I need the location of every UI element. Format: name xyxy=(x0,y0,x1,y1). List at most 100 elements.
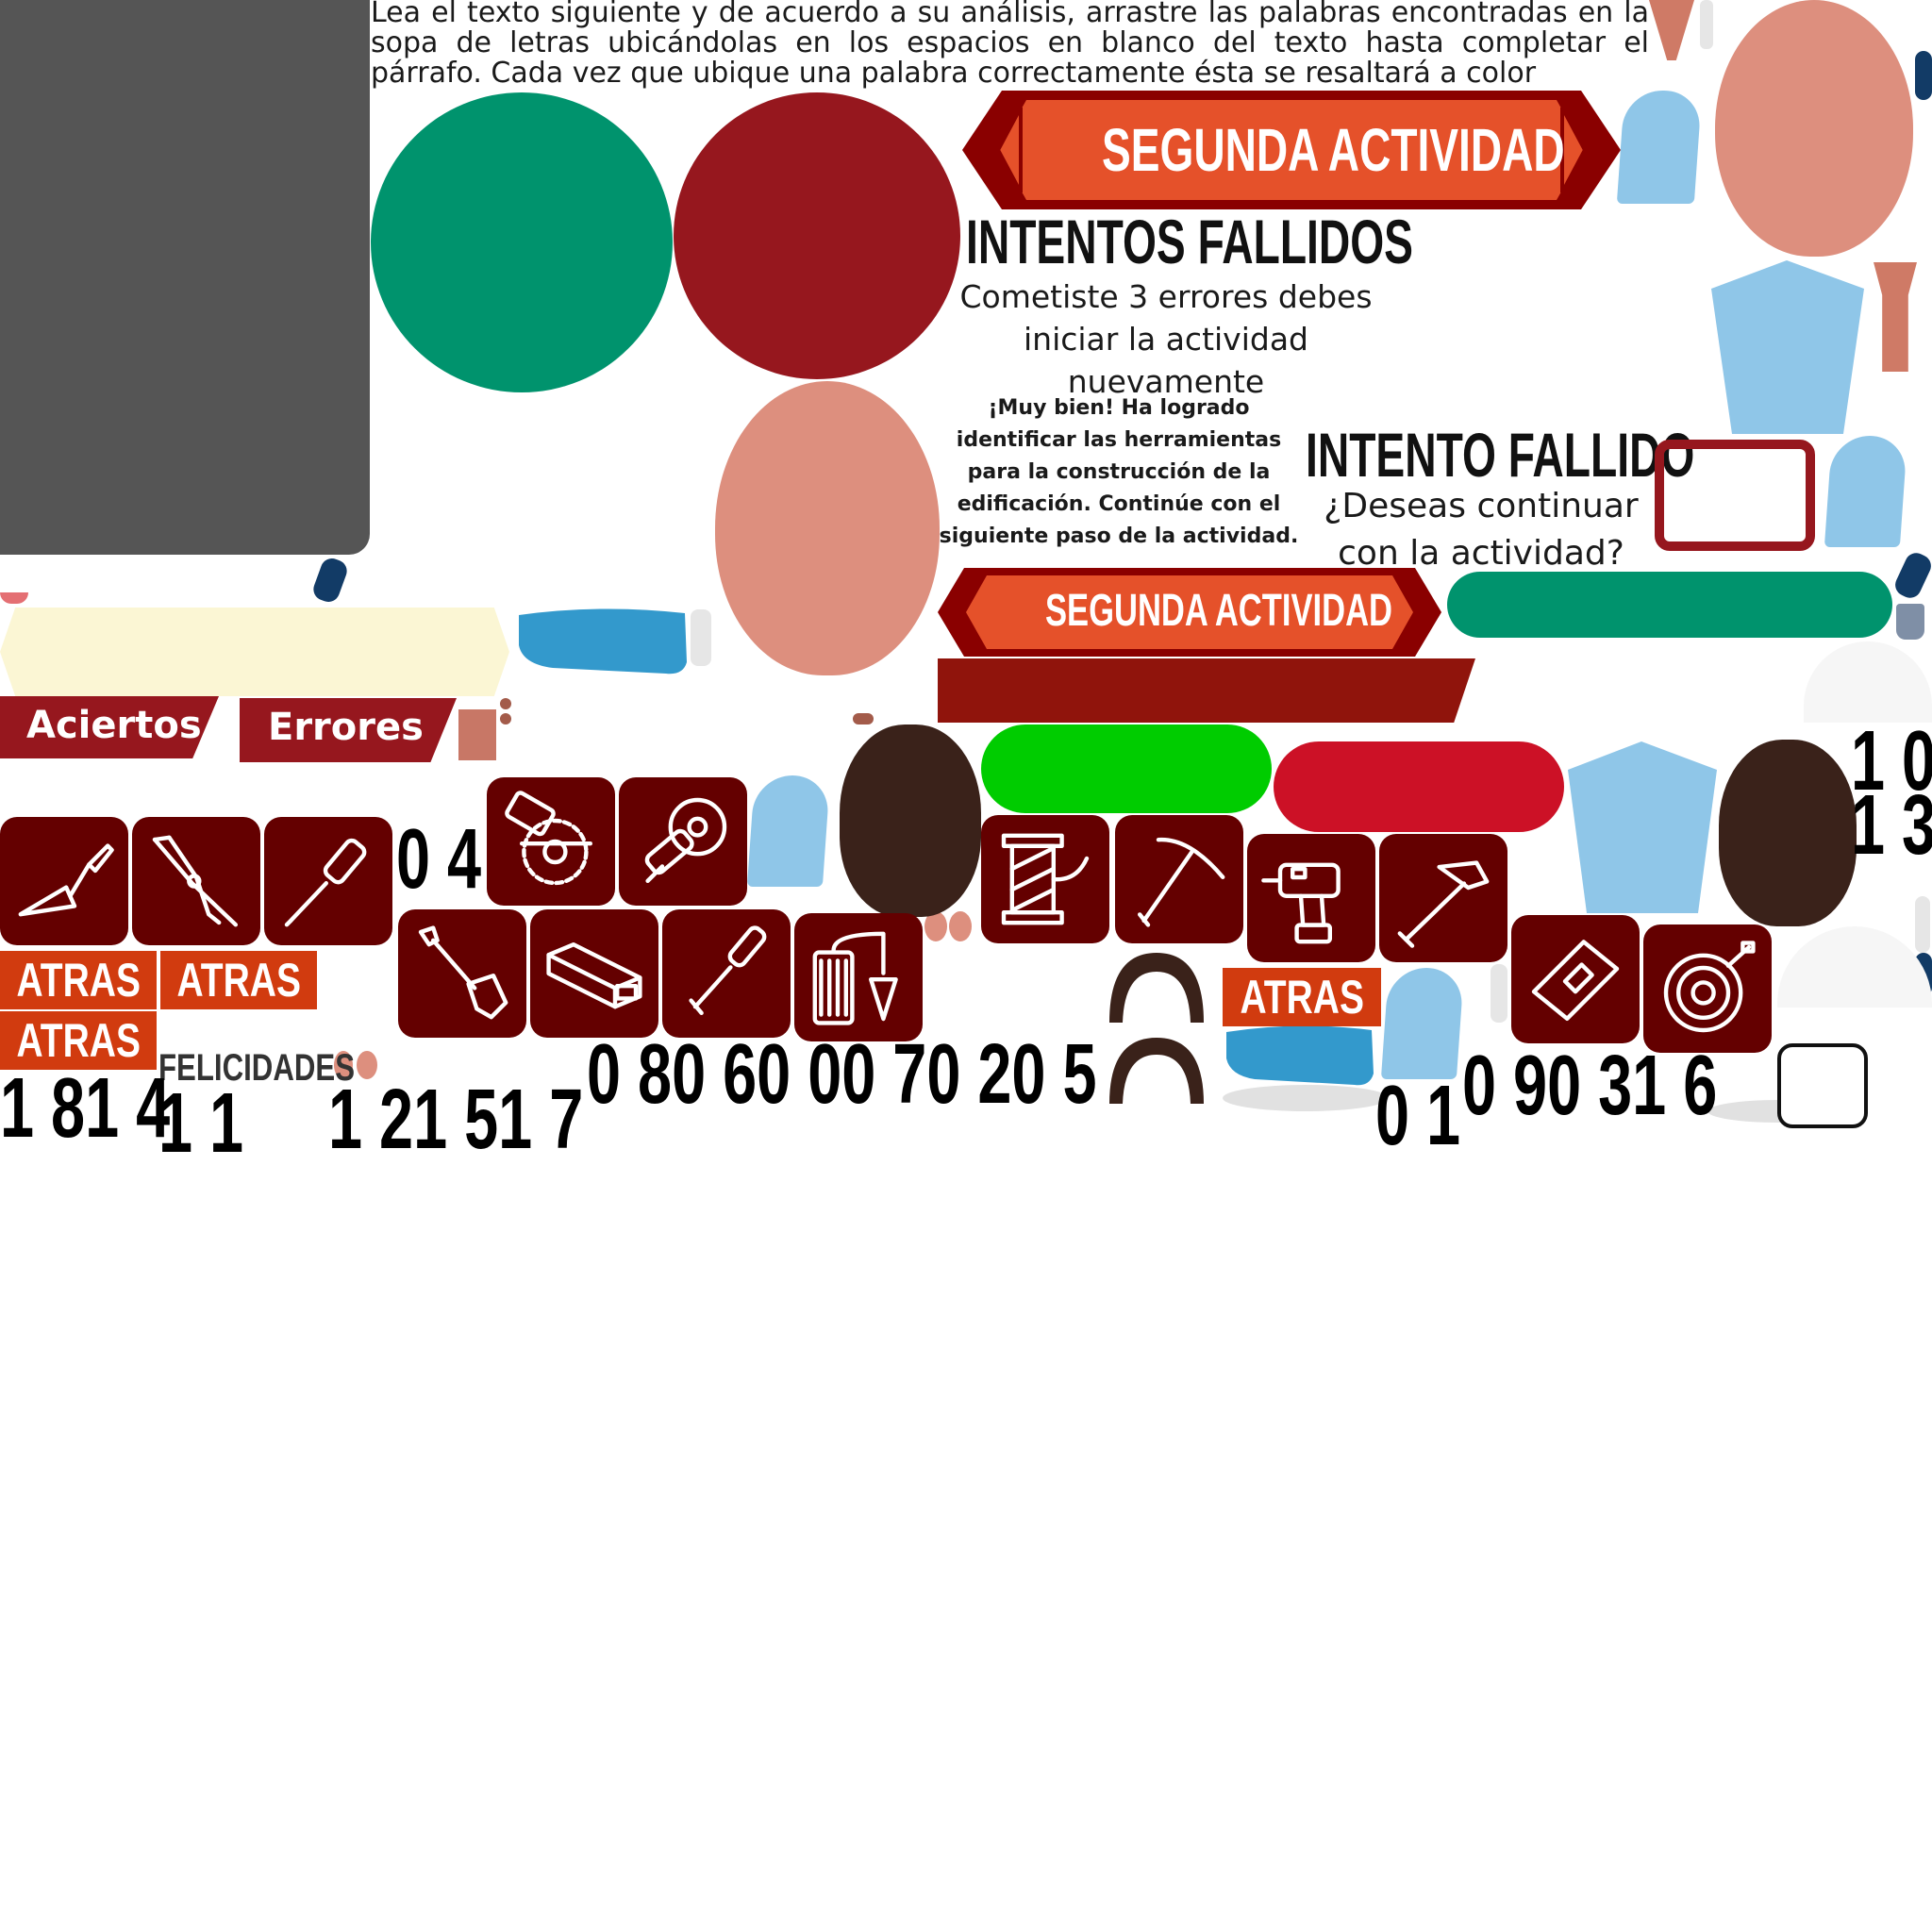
white-rounded-box[interactable] xyxy=(1777,1043,1868,1128)
tie-shape-1 xyxy=(1649,0,1694,60)
tool-tile-hose-reel[interactable] xyxy=(1643,924,1772,1053)
screwdriver-icon xyxy=(284,838,367,927)
teal-circle xyxy=(371,92,673,392)
thread-spool-icon xyxy=(1001,833,1090,925)
number-text-3: 1 81 4 xyxy=(0,1061,171,1156)
afro-hair-1 xyxy=(840,724,981,917)
drill-icon xyxy=(1261,862,1341,944)
hammer-icon xyxy=(1397,860,1490,948)
aciertos-label-bg xyxy=(0,696,219,758)
intentos-message: Cometiste 3 errores debes iniciar la act… xyxy=(959,278,1373,400)
gray-panel xyxy=(0,0,370,555)
shirt-shape-6 xyxy=(1380,968,1465,1079)
number-text-5: 1 21 51 7 xyxy=(328,1073,584,1167)
tool-tile-shovel[interactable] xyxy=(398,909,526,1038)
tool-tile-pickaxe[interactable] xyxy=(1115,815,1243,943)
segunda-banner-large xyxy=(962,91,1621,209)
ear-shape-2 xyxy=(949,911,972,941)
dark-mark-1 xyxy=(1915,51,1932,100)
plumb-bob-icon xyxy=(812,931,898,1025)
chisel-icon xyxy=(689,925,767,1015)
white-shape-3 xyxy=(1491,964,1507,1023)
gray-cup xyxy=(1896,604,1924,640)
face-oval-2 xyxy=(715,381,940,675)
white-shape-2 xyxy=(691,609,711,666)
dark-mark-3 xyxy=(1891,549,1932,602)
trowel-icon xyxy=(18,843,114,917)
tool-tile-thread-spool[interactable] xyxy=(981,815,1109,943)
pickaxe-icon xyxy=(1138,837,1225,927)
tool-tile-drill[interactable] xyxy=(1247,834,1375,962)
dark-mark-2 xyxy=(309,555,351,606)
hair-arc-2 xyxy=(1109,1038,1204,1104)
tool-tile-screwdriver[interactable] xyxy=(264,817,392,945)
crimson-strip xyxy=(938,658,1475,723)
shirt-shape-3 xyxy=(1824,436,1908,547)
shirt-shape-2 xyxy=(1711,260,1864,434)
atras-button-1[interactable]: ATRAS xyxy=(0,951,157,1009)
hose-reel-icon xyxy=(1663,941,1756,1033)
tool-tile-pliers[interactable] xyxy=(132,817,260,945)
shirt-shape-4 xyxy=(746,775,831,887)
tool-tile-hammer[interactable] xyxy=(1379,834,1507,962)
dot-shape-2 xyxy=(500,713,511,724)
number-text-1: 0 4 xyxy=(396,812,482,907)
crimson-circle xyxy=(674,92,960,379)
atras-button-4[interactable]: ATRAS xyxy=(1223,968,1381,1026)
goggles-2 xyxy=(1226,1025,1374,1086)
white-shape-4 xyxy=(1915,896,1930,953)
number-text-9: 1 3 xyxy=(1851,778,1932,873)
afro-hair-2 xyxy=(1719,740,1857,926)
helmet-shape-2 xyxy=(1777,926,1932,1008)
float-icon xyxy=(1531,940,1620,1021)
number-text-2: 0 80 60 00 70 20 5 xyxy=(587,1027,1097,1122)
green-pill[interactable] xyxy=(981,724,1272,813)
teal-bar xyxy=(1447,572,1892,638)
shirt-shape-5 xyxy=(1568,741,1717,913)
felicidades-label: FELICIDADES xyxy=(158,1047,356,1089)
atras-button-2[interactable]: ATRAS xyxy=(160,951,317,1009)
cream-banner xyxy=(0,608,509,696)
neck-shape xyxy=(458,709,496,760)
tool-tile-float[interactable] xyxy=(1511,915,1640,1043)
segunda-banner-large-label: SEGUNDA ACTIVIDAD xyxy=(1102,116,1565,184)
number-text-4: 1 1 xyxy=(158,1076,244,1171)
tool-tile-trowel[interactable] xyxy=(0,817,128,945)
pliers-icon xyxy=(152,835,238,927)
intento-title: INTENTO FALLIDO xyxy=(1306,420,1695,490)
shovel-icon xyxy=(418,925,508,1020)
red-outline-box[interactable] xyxy=(1655,440,1815,551)
face-oval-1 xyxy=(1715,0,1913,257)
goggles-1 xyxy=(519,608,687,675)
instructions-text: Lea el texto siguiente y de acuerdo a su… xyxy=(371,0,1649,90)
ear-shape-3 xyxy=(334,1051,353,1079)
tool-tile-circular-saw[interactable] xyxy=(487,777,615,906)
helmet-shape-1 xyxy=(1804,641,1932,723)
intentos-title: INTENTOS FALLIDOS xyxy=(966,207,1414,276)
lip-shape xyxy=(0,592,28,604)
tool-tile-steel-beam[interactable] xyxy=(530,909,658,1038)
aciertos-label: Aciertos xyxy=(26,704,202,747)
shadow-shape-1 xyxy=(1223,1085,1389,1111)
ear-shape-4 xyxy=(357,1051,377,1079)
segunda-banner-small-label: SEGUNDA ACTIVIDAD xyxy=(1045,586,1393,636)
atras-button-3[interactable]: ATRAS xyxy=(0,1011,157,1070)
tie-shape-2 xyxy=(1874,262,1917,372)
tool-tile-chisel[interactable] xyxy=(662,909,791,1038)
intento-question: ¿Deseas continuar con la actividad? xyxy=(1324,487,1639,573)
steel-beam-icon xyxy=(546,942,642,1009)
errores-label: Errores xyxy=(268,706,424,749)
circular-saw-icon xyxy=(505,791,592,886)
number-text-7: 0 90 31 6 xyxy=(1462,1039,1718,1133)
shirt-shape-1 xyxy=(1616,91,1703,204)
tool-tile-plumb-bob[interactable] xyxy=(794,913,923,1041)
hair-arc-1 xyxy=(1109,953,1204,1023)
red-pill[interactable] xyxy=(1274,741,1564,832)
segunda-banner-small xyxy=(938,568,1441,657)
dot-shape-3 xyxy=(853,713,874,724)
number-text-6: 0 1 xyxy=(1375,1069,1461,1163)
tool-tile-angle-grinder[interactable] xyxy=(619,777,747,906)
number-text-8: 1 0 xyxy=(1851,714,1932,808)
errores-label-bg xyxy=(240,698,457,762)
angle-grinder-icon xyxy=(644,797,727,883)
